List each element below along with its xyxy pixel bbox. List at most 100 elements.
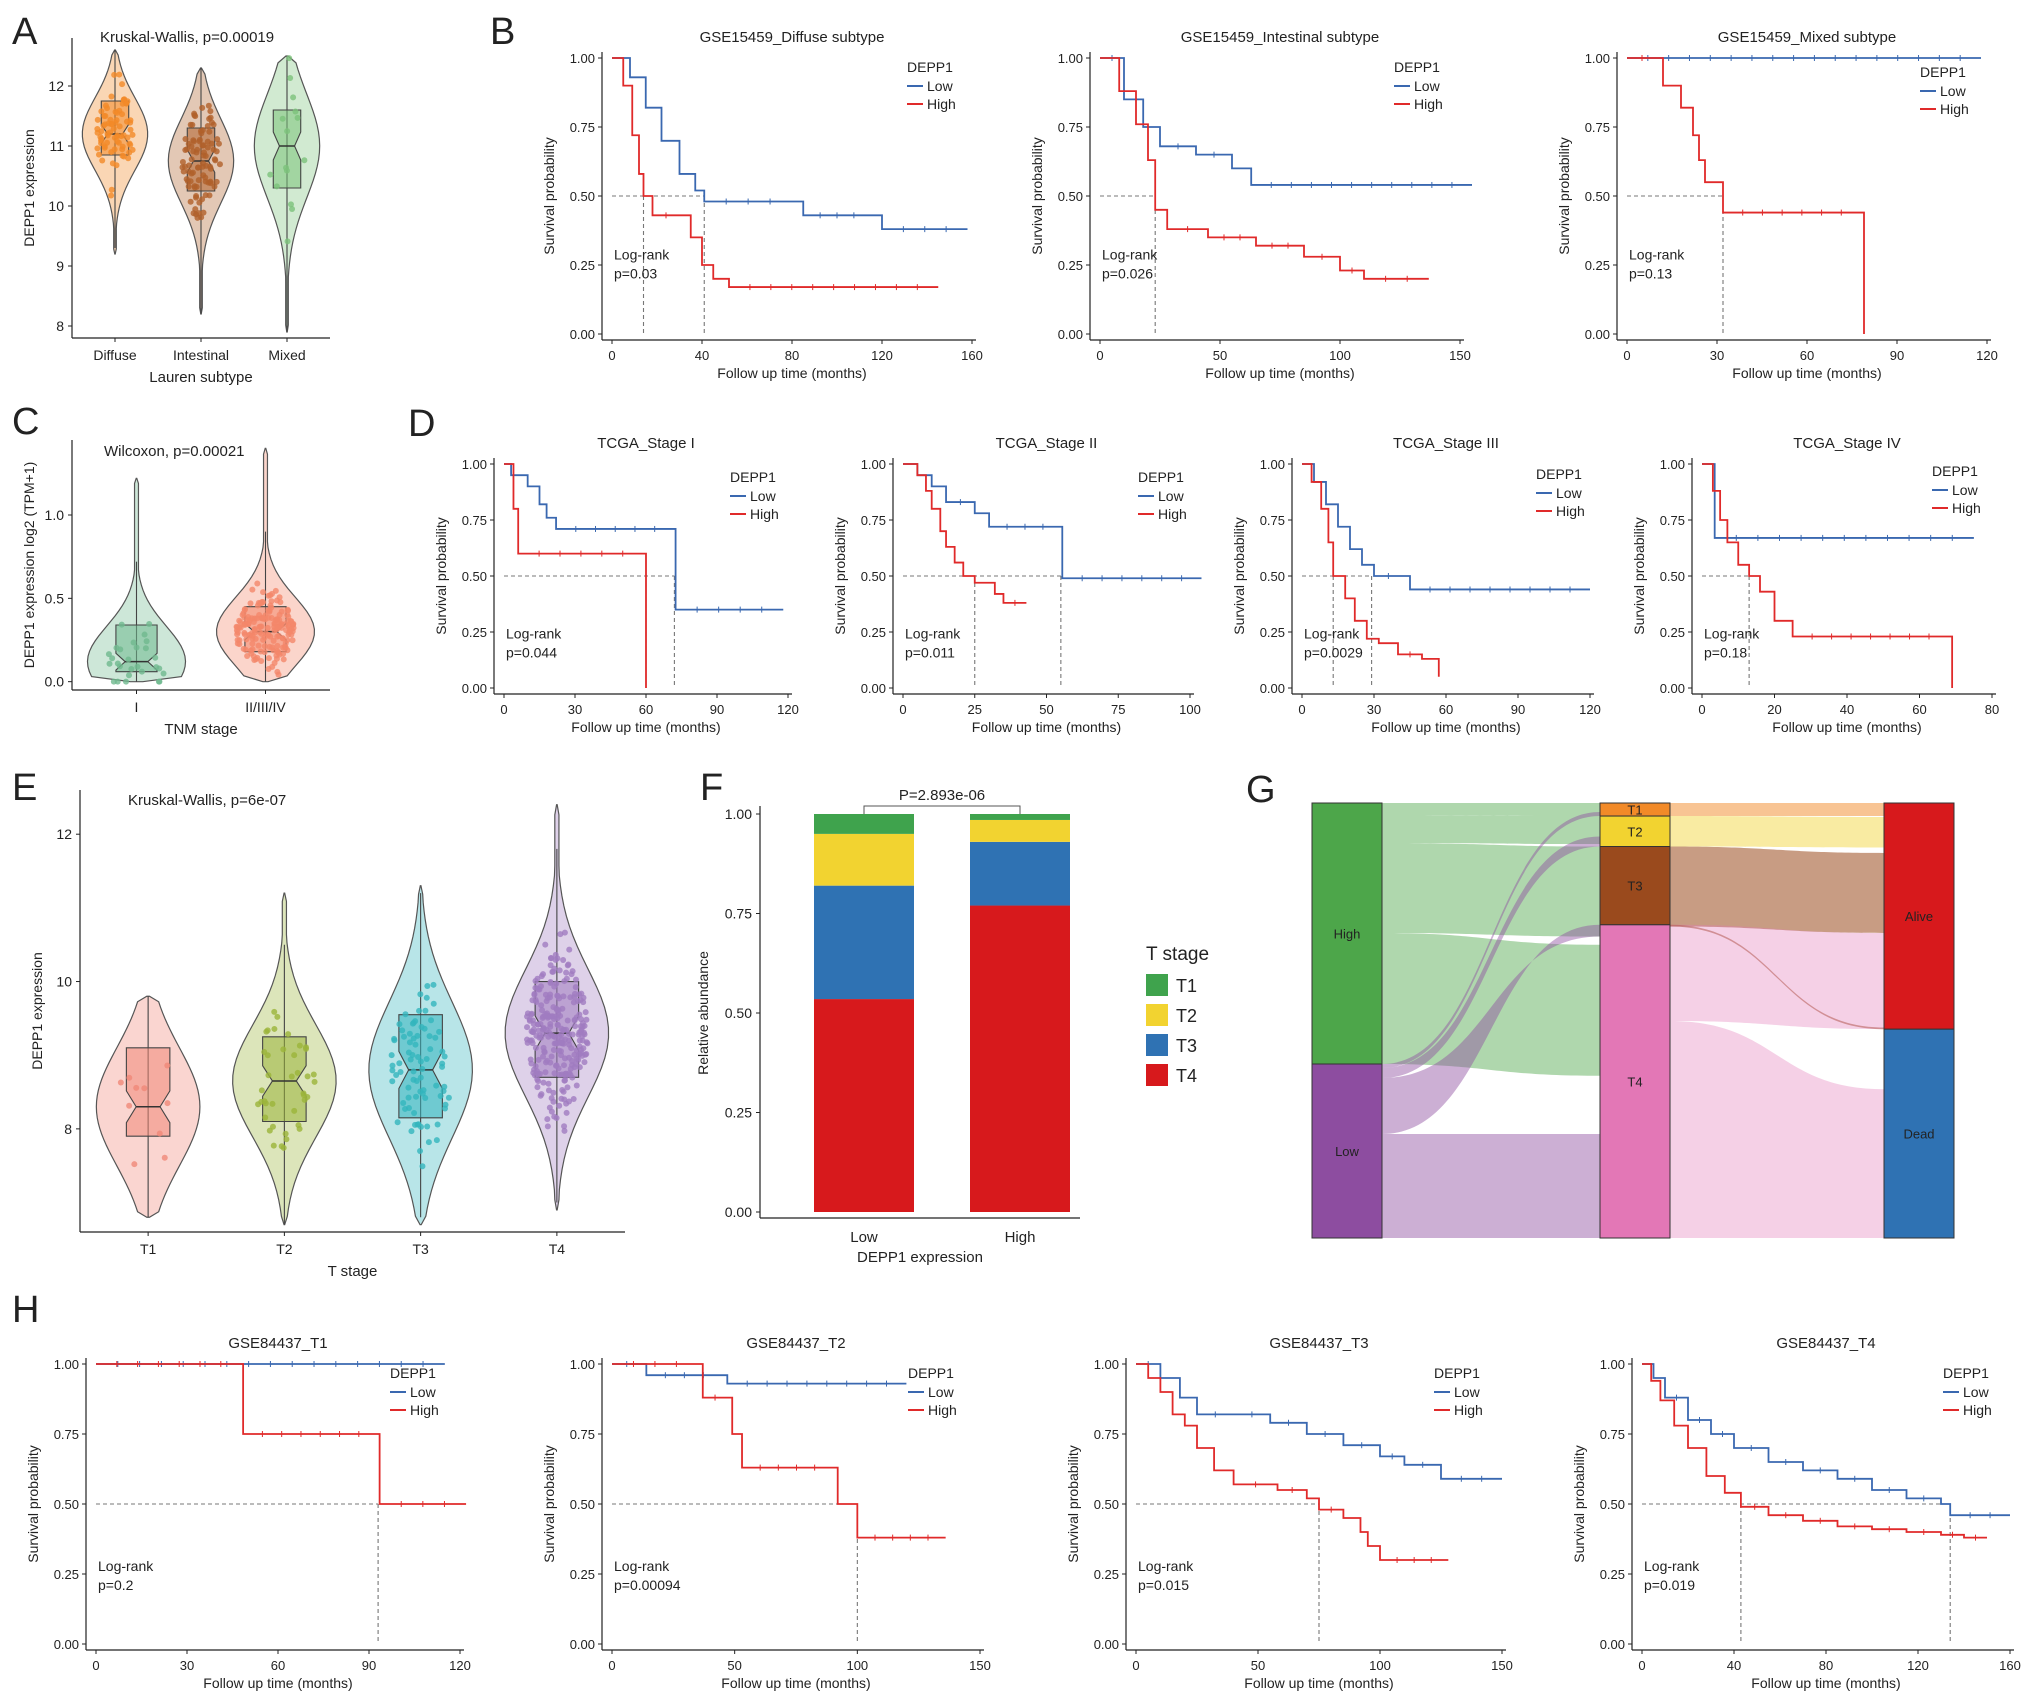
low-survival-curve: [504, 463, 784, 611]
y-tick-label: 0.00: [861, 681, 886, 696]
panel-letter: G: [1246, 769, 1276, 811]
data-point: [119, 81, 126, 88]
logrank-label: Log-rank: [98, 1558, 154, 1574]
x-tick-label: 0: [500, 702, 507, 717]
data-point: [396, 1060, 403, 1067]
bar-segment-t4: [814, 999, 914, 1212]
data-point: [203, 162, 210, 169]
x-tick-label: 0: [1132, 1658, 1139, 1673]
y-axis-label: Survival probability: [1065, 1445, 1081, 1563]
data-point: [417, 1058, 424, 1065]
y-tick-label: 0.50: [570, 189, 595, 204]
x-axis-label: Follow up time (months): [1732, 365, 1881, 381]
data-point: [412, 1121, 419, 1128]
legend-low-label: Low: [1158, 488, 1185, 504]
data-point: [274, 1013, 281, 1020]
data-point: [206, 128, 213, 135]
data-point: [424, 1123, 431, 1130]
data-point: [561, 1123, 568, 1130]
test-annotation: Kruskal-Wallis, p=6e-07: [128, 792, 286, 809]
alluvial-flow: [1670, 816, 1884, 848]
data-point: [118, 621, 125, 628]
data-point: [434, 1121, 441, 1128]
logrank-label: Log-rank: [1102, 246, 1158, 262]
data-point: [288, 618, 295, 625]
alluvial-flow: [1382, 924, 1600, 1134]
data-point: [94, 116, 101, 123]
data-point: [192, 113, 199, 120]
data-point: [289, 205, 296, 212]
data-point: [561, 1055, 568, 1062]
data-point: [548, 1095, 555, 1102]
data-point: [125, 672, 132, 679]
data-point: [542, 1069, 549, 1076]
data-point: [241, 614, 248, 621]
data-point: [278, 608, 285, 615]
x-tick-label: 150: [1491, 1658, 1513, 1673]
data-point: [417, 991, 424, 998]
data-point: [413, 1093, 420, 1100]
data-point: [155, 678, 162, 685]
data-point: [199, 104, 206, 111]
data-point: [237, 624, 244, 631]
data-point: [274, 642, 281, 649]
legend-title: DEPP1: [390, 1365, 436, 1381]
data-point: [211, 156, 218, 163]
panel-letter: F: [700, 767, 723, 809]
x-tick-label: T2: [276, 1241, 293, 1257]
data-point: [282, 1130, 289, 1137]
data-point: [534, 975, 541, 982]
y-tick-label: 0.25: [462, 625, 487, 640]
y-tick-label: 0.00: [54, 1637, 79, 1652]
legend-low-label: Low: [750, 488, 777, 504]
data-point: [265, 655, 272, 662]
data-point: [249, 640, 256, 647]
data-point: [94, 145, 101, 152]
y-tick-label: 0.50: [1600, 1497, 1625, 1512]
data-point: [141, 1085, 148, 1092]
data-point: [105, 120, 112, 127]
data-point: [200, 209, 207, 216]
x-axis-label: Follow up time (months): [721, 1675, 870, 1691]
y-tick-label: 0.75: [1660, 513, 1685, 528]
y-tick-label: 0.50: [1260, 569, 1285, 584]
data-point: [569, 1031, 576, 1038]
data-point: [547, 980, 554, 987]
x-tick-label: 40: [1840, 702, 1854, 717]
data-point: [560, 1027, 567, 1034]
legend-title: DEPP1: [907, 59, 953, 75]
y-tick-label: 0.50: [725, 1005, 752, 1021]
km-panel-D2: TCGA_Stage II 0.00 0.25 0.50 0.75 1.00 0 25 50 75…: [832, 435, 1202, 735]
logrank-label: Log-rank: [614, 246, 670, 262]
y-tick-label: 0.75: [1260, 513, 1285, 528]
data-point: [255, 642, 262, 649]
data-point: [574, 998, 581, 1005]
data-point: [529, 1040, 536, 1047]
data-point: [564, 1017, 571, 1024]
alluvial-node-label: T2: [1627, 824, 1642, 839]
y-tick-label: 8: [56, 318, 64, 334]
data-point: [439, 1048, 446, 1055]
data-point: [280, 650, 287, 657]
x-tick-label: II/III/IV: [245, 699, 286, 715]
data-point: [530, 1020, 537, 1027]
data-point: [265, 665, 272, 672]
x-tick-label: 80: [785, 348, 799, 363]
x-tick-label: 0: [1698, 702, 1705, 717]
data-point: [405, 1049, 412, 1056]
data-point: [182, 163, 189, 170]
y-tick-label: 0.25: [570, 258, 595, 273]
data-point: [253, 615, 260, 622]
data-point: [267, 592, 274, 599]
y-axis-label: DEPP1 expression log2 (TPM+1): [21, 462, 37, 669]
y-tick-label: 0.50: [462, 569, 487, 584]
data-point: [422, 1007, 429, 1014]
data-point: [547, 962, 554, 969]
data-point: [389, 1078, 396, 1085]
x-axis-label: Lauren subtype: [149, 369, 252, 386]
data-point: [258, 623, 265, 630]
data-point: [275, 671, 282, 678]
data-point: [410, 1035, 417, 1042]
alluvial-panel-G: G High Low T1 T2 T3 T4 Alive Dead: [1246, 769, 1955, 1239]
x-tick-label: 30: [568, 702, 582, 717]
